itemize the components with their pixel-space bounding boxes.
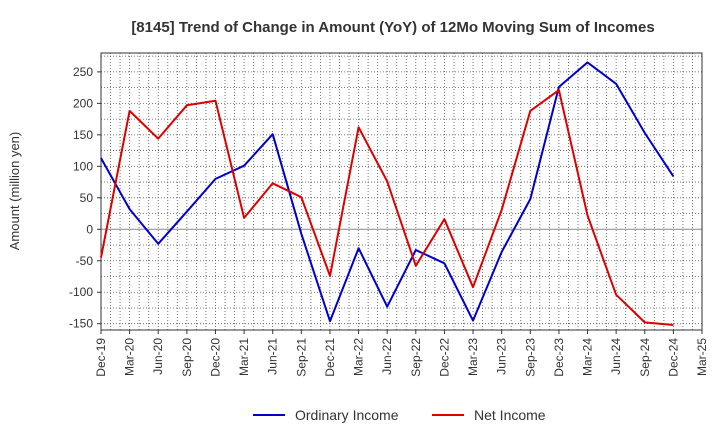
x-tick-label: Mar-21 xyxy=(237,338,251,376)
x-tick-label: Dec-23 xyxy=(552,338,566,377)
x-tick-label: Dec-24 xyxy=(666,338,680,377)
y-tick-label: 0 xyxy=(86,222,93,236)
legend-label: Ordinary Income xyxy=(295,407,399,423)
x-tick-label: Mar-23 xyxy=(466,338,480,376)
y-tick-label: 100 xyxy=(73,159,93,173)
chart-title: [8145] Trend of Change in Amount (YoY) o… xyxy=(131,19,654,36)
x-tick-label: Mar-25 xyxy=(695,338,709,376)
y-tick-label: -100 xyxy=(69,285,93,299)
x-tick-label: Sep-21 xyxy=(294,338,308,377)
x-tick-label: Mar-20 xyxy=(123,338,137,376)
y-tick-label: 50 xyxy=(80,191,94,205)
y-tick-label: 250 xyxy=(73,65,93,79)
y-tick-label: -50 xyxy=(76,254,94,268)
x-tick-label: Mar-24 xyxy=(581,338,595,376)
x-tick-label: Dec-20 xyxy=(208,338,222,377)
x-tick-label: Sep-20 xyxy=(180,338,194,377)
plot-frame xyxy=(100,52,703,331)
x-tick-label: Dec-22 xyxy=(437,338,451,377)
y-tick-label: -150 xyxy=(69,317,93,331)
legend-label: Net Income xyxy=(474,407,546,423)
x-tick-label: Sep-22 xyxy=(409,338,423,377)
x-tick-label: Sep-24 xyxy=(638,338,652,377)
y-axis-ticks: 250 200 150 100 50 0 -50 -100 -150 xyxy=(69,65,101,331)
y-tick-label: 200 xyxy=(73,96,93,110)
x-tick-label: Jun-23 xyxy=(495,338,509,375)
x-tick-label: Dec-21 xyxy=(323,338,337,377)
y-tick-label: 150 xyxy=(73,128,93,142)
x-tick-label: Jun-24 xyxy=(609,338,623,375)
x-tick-label: Dec-19 xyxy=(94,338,108,377)
x-tick-label: Sep-23 xyxy=(523,338,537,377)
x-tick-label: Jun-21 xyxy=(266,338,280,375)
x-tick-label: Jun-22 xyxy=(380,338,394,375)
legend: Ordinary Income Net Income xyxy=(253,407,546,423)
series-line-ordinary-income xyxy=(100,61,675,323)
series-lines xyxy=(100,61,675,326)
x-tick-label: Jun-20 xyxy=(151,338,165,375)
y-axis-label: Amount (million yen) xyxy=(7,132,22,251)
series-line-net-income xyxy=(100,89,674,326)
x-axis-ticks: Dec-19 Mar-20 Jun-20 Sep-20 Dec-20 Mar-21 Jun-… xyxy=(94,330,709,377)
grid xyxy=(100,52,703,331)
x-tick-label: Mar-22 xyxy=(352,338,366,376)
